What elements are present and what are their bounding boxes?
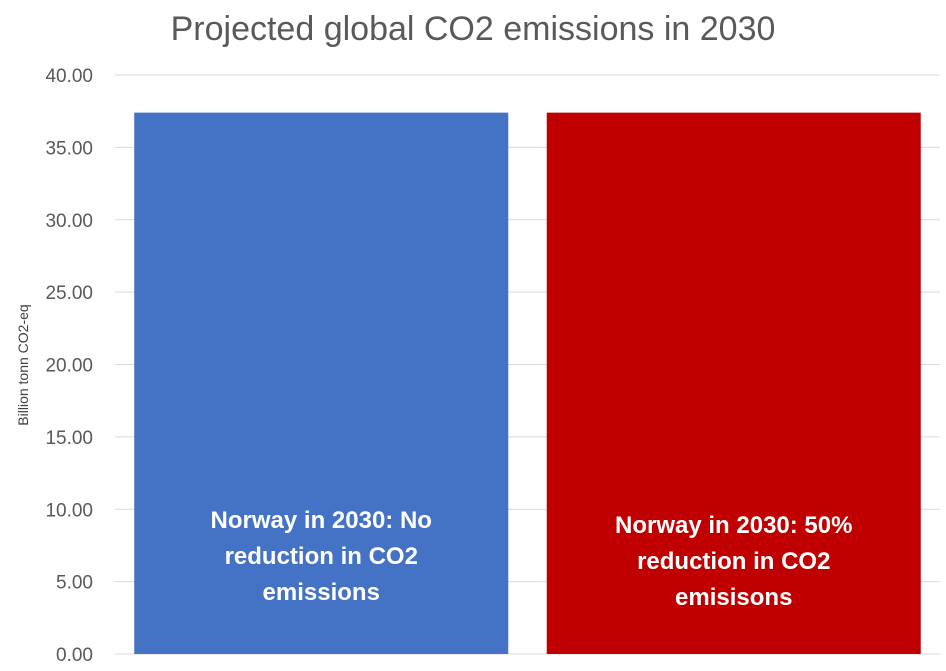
bar-data-label: emissions: [263, 579, 380, 606]
y-tick-label: 35.00: [45, 138, 93, 159]
y-tick-label: 5.00: [56, 573, 93, 594]
bar-labels: Norway in 2030: No reduction in CO2 emissi…: [211, 507, 853, 611]
y-tick-label: 10.00: [45, 500, 93, 521]
y-tick-label: 40.00: [45, 66, 93, 87]
chart-title: Projected global CO2 emissions in 2030: [171, 10, 776, 48]
y-tick-label: 15.00: [45, 428, 93, 449]
bar-data-label: emisisons: [675, 584, 792, 611]
y-tick-label: 20.00: [45, 356, 93, 377]
bar-data-label: reduction in CO2: [225, 543, 418, 570]
y-tick-label: 30.00: [45, 211, 93, 232]
y-tick-label: 0.00: [56, 645, 93, 666]
bars: [134, 112, 921, 654]
y-tick-label: 25.00: [45, 283, 93, 304]
bar-1: [134, 112, 509, 654]
bar-data-label: Norway in 2030: No: [211, 507, 432, 534]
bar-data-label: reduction in CO2: [637, 548, 830, 575]
bar-2: [546, 112, 921, 654]
y-axis-ticks: 0.00 5.00 10.00 15.00 20.00 25.00 30.00 35.00 40…: [45, 66, 93, 666]
bar-data-label: Norway in 2030: 50%: [615, 512, 852, 539]
y-axis-label: Billion tonn CO2-eq: [15, 304, 31, 425]
